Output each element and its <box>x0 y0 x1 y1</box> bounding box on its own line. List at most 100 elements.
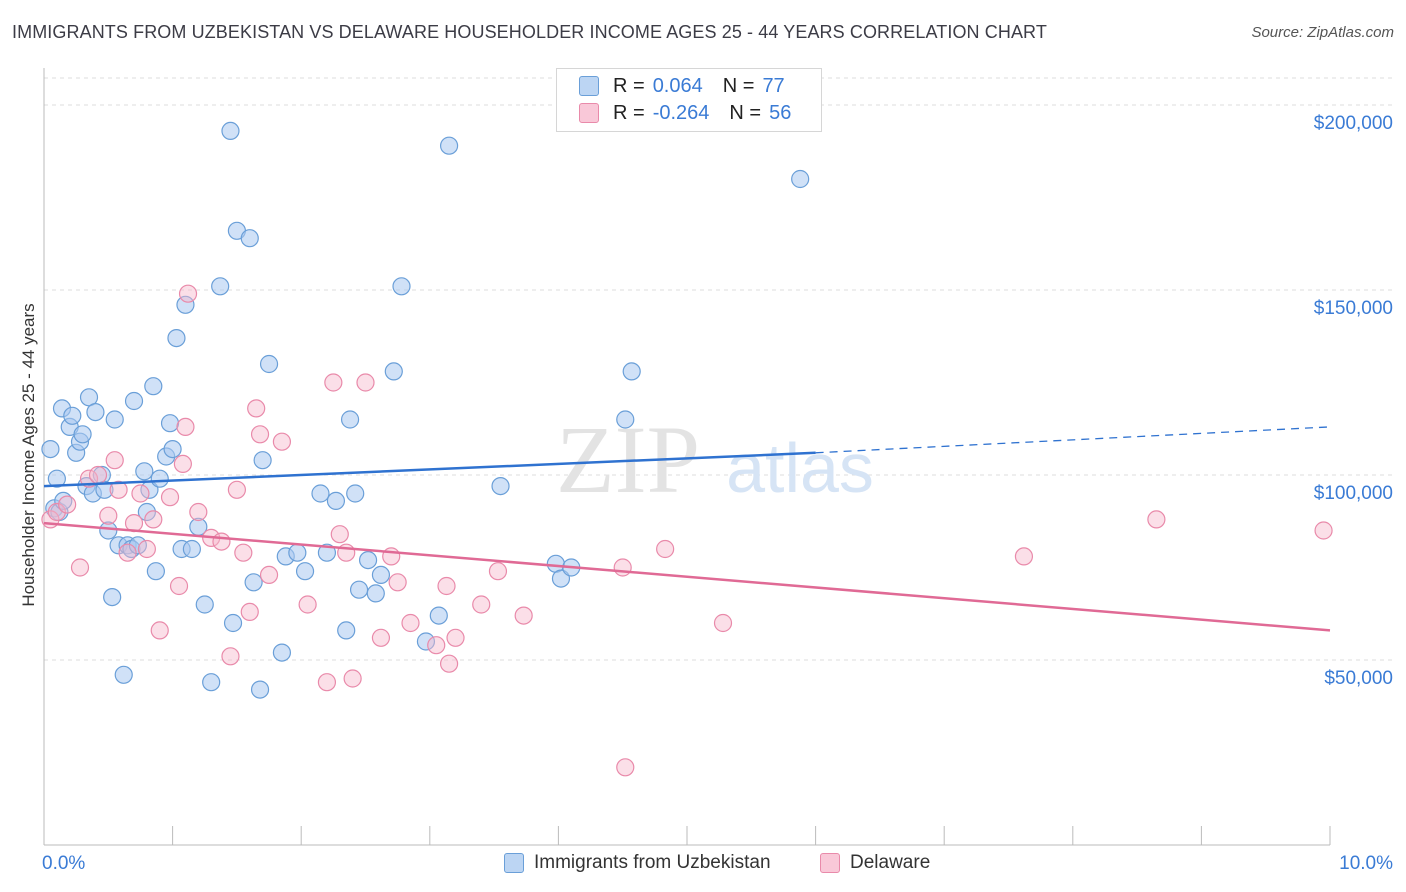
chart-title: IMMIGRANTS FROM UZBEKISTAN VS DELAWARE H… <box>12 22 1047 42</box>
watermark: ZIP atlas <box>556 406 874 513</box>
data-point-delaware <box>160 488 180 507</box>
legend-swatch-pink <box>820 853 840 873</box>
legend-item-uzbekistan[interactable]: Immigrants from Uzbekistan <box>504 852 771 874</box>
data-point-uzbekistan <box>337 621 356 640</box>
legend-swatch-pink <box>579 103 599 123</box>
axes <box>43 68 1331 846</box>
data-point-delaware <box>439 654 459 673</box>
data-point-delaware <box>105 451 124 470</box>
y-tick-label: $100,000 <box>1314 483 1393 504</box>
data-point-delaware <box>176 417 195 436</box>
data-point-delaware <box>356 373 375 392</box>
legend-row-delaware: R = -0.264 N = 56 <box>579 101 791 125</box>
data-point-delaware <box>189 502 208 522</box>
y-tick-label: $50,000 <box>1324 668 1393 689</box>
data-point-uzbekistan <box>128 536 147 555</box>
y-tick-label: $150,000 <box>1314 298 1393 319</box>
data-point-delaware <box>212 532 231 551</box>
data-point-delaware <box>330 525 349 544</box>
data-point-uzbekistan <box>195 595 214 614</box>
data-point-uzbekistan <box>622 362 641 381</box>
data-point-delaware <box>1147 510 1166 529</box>
data-point-delaware <box>150 621 169 640</box>
data-point-delaware <box>88 465 108 485</box>
trend-lines <box>43 426 1331 632</box>
data-point-uzbekistan <box>244 573 263 592</box>
data-point-delaware <box>324 373 343 392</box>
legend-n-value: 77 <box>762 74 785 97</box>
data-point-delaware <box>713 613 733 633</box>
data-point-uzbekistan <box>616 410 635 429</box>
data-point-uzbekistan <box>240 229 259 248</box>
data-point-uzbekistan <box>135 462 154 481</box>
data-point-uzbekistan <box>429 606 448 625</box>
data-point-uzbekistan <box>311 484 330 503</box>
data-point-delaware <box>343 669 362 688</box>
data-point-delaware <box>227 480 246 499</box>
legend-swatch-blue <box>504 853 524 873</box>
legend-r-value: 0.064 <box>652 74 703 97</box>
legend-n-label: N = <box>729 101 762 124</box>
data-point-uzbekistan <box>73 425 92 444</box>
data-point-uzbekistan <box>167 329 186 348</box>
data-point-delaware <box>613 558 632 577</box>
data-point-uzbekistan <box>272 643 292 662</box>
data-point-delaware <box>371 628 391 647</box>
legend-r-label: R = <box>613 74 645 97</box>
data-point-delaware <box>178 284 198 303</box>
x-tick-label: 10.0% <box>1339 853 1393 874</box>
data-point-delaware <box>169 576 189 596</box>
data-point-delaware <box>1014 547 1034 566</box>
x-tick-label: 0.0% <box>42 853 85 874</box>
series-uzbekistan-points <box>41 121 810 699</box>
data-point-delaware <box>272 432 292 451</box>
data-point-uzbekistan <box>99 521 118 540</box>
data-point-delaware <box>317 673 337 692</box>
data-point-delaware <box>259 565 279 585</box>
data-point-delaware <box>58 495 77 514</box>
data-point-uzbekistan <box>326 491 346 510</box>
correlation-legend: R = 0.064 N = 77 R = -0.264 N = 56 <box>556 68 822 132</box>
legend-item-label: Immigrants from Uzbekistan <box>534 852 771 873</box>
data-point-delaware <box>472 595 491 614</box>
data-point-uzbekistan <box>41 440 60 459</box>
data-point-uzbekistan <box>47 469 66 488</box>
data-point-uzbekistan <box>384 362 403 381</box>
data-point-uzbekistan <box>176 295 195 314</box>
data-point-delaware <box>221 647 240 666</box>
data-point-uzbekistan <box>114 665 133 684</box>
legend-swatch-blue <box>579 76 599 96</box>
data-point-delaware <box>118 543 137 562</box>
data-point-uzbekistan <box>137 502 156 522</box>
trend-line-delaware <box>43 521 1331 632</box>
series-delaware-points <box>41 284 1333 777</box>
data-point-delaware <box>1314 521 1333 540</box>
data-point-delaware <box>47 502 66 522</box>
data-point-uzbekistan <box>211 277 230 296</box>
data-point-delaware <box>144 510 163 529</box>
data-point-uzbekistan <box>103 587 122 607</box>
data-point-delaware <box>131 484 150 503</box>
legend-n-value: 56 <box>769 101 792 124</box>
data-point-uzbekistan <box>202 673 221 692</box>
data-point-delaware <box>616 758 635 777</box>
tick-labels: $50,000 $100,000 $150,000 $200,000 0.0% 10.0% <box>42 113 1393 874</box>
legend-row-uzbekistan: R = 0.064 N = 77 <box>579 74 785 98</box>
data-point-uzbekistan <box>349 580 369 599</box>
data-point-delaware <box>488 562 508 581</box>
data-point-uzbekistan <box>317 543 337 562</box>
gridlines <box>44 77 1395 661</box>
data-point-uzbekistan <box>253 451 272 470</box>
data-point-delaware <box>514 606 533 625</box>
data-point-uzbekistan <box>146 562 165 581</box>
data-point-uzbekistan <box>346 484 365 503</box>
data-point-delaware <box>109 480 128 499</box>
legend-item-delaware[interactable]: Delaware <box>820 852 930 874</box>
data-point-uzbekistan <box>160 414 180 433</box>
data-point-delaware <box>247 399 266 418</box>
data-point-uzbekistan <box>288 543 307 562</box>
data-point-uzbekistan <box>439 136 459 155</box>
data-point-uzbekistan <box>392 277 411 296</box>
data-point-delaware <box>173 454 192 473</box>
y-tick-label: $200,000 <box>1314 113 1393 134</box>
